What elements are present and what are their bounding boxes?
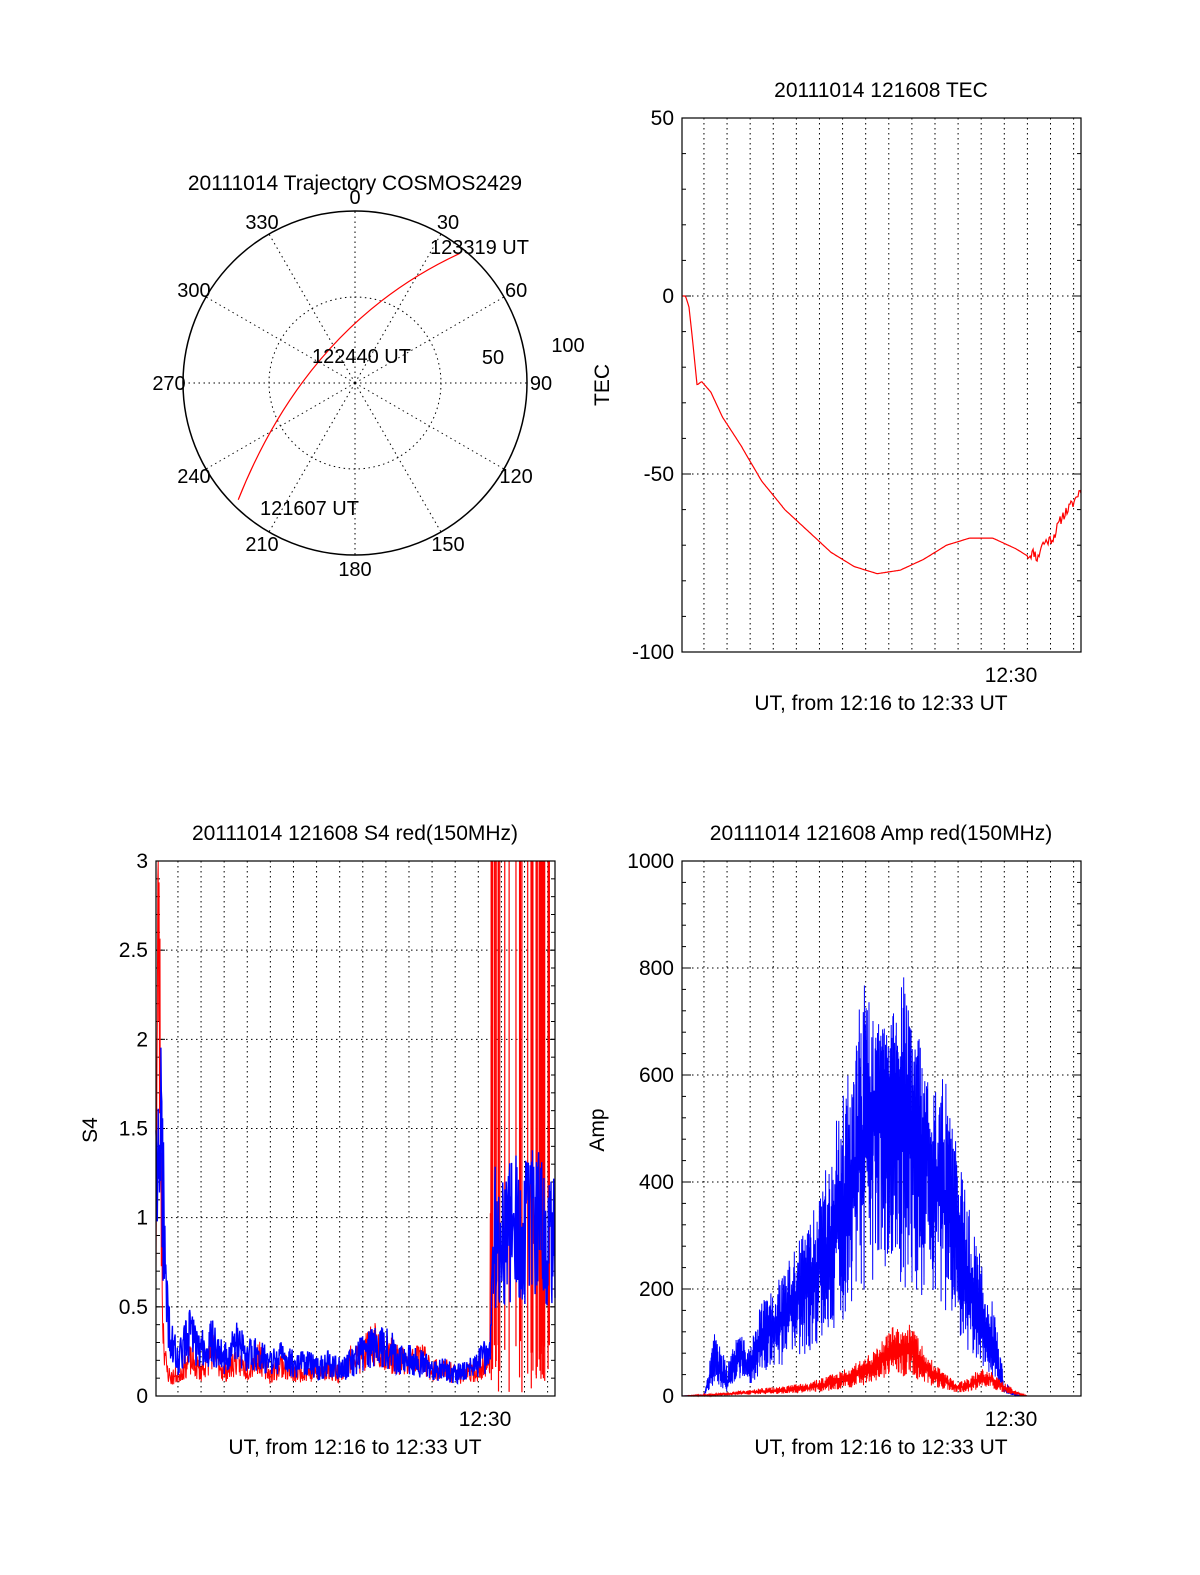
polar-radial-label-100: 100 (551, 335, 584, 357)
amp-red-series-line (682, 1324, 1081, 1398)
tec-series-line (682, 295, 1082, 575)
tec-x-axis-label: UT, from 12:16 to 12:33 UT (754, 692, 1007, 715)
s4-plot: 20111014 121608 S4 red(150MHz) 0 0.5 1 1.5 2… (79, 822, 556, 1459)
amp-y-axis-label: Amp (586, 1108, 609, 1151)
polar-angle-label: 300 (177, 280, 210, 302)
s4-blue-series-line (155, 1047, 556, 1385)
polar-angle-label: 330 (245, 212, 278, 234)
amp-x-axis-label: UT, from 12:16 to 12:33 UT (754, 1436, 1007, 1459)
polar-spoke (205, 382, 356, 470)
polar-title: 20111014 Trajectory COSMOS2429 (188, 172, 522, 195)
polar-angle-label: 150 (431, 534, 464, 556)
y-tick-label: 400 (639, 1171, 674, 1194)
s4-axes-frame (155, 860, 556, 1397)
polar-trajectory-plot: 20111014 Trajectory COSMOS2429 0 30 60 90 12… (152, 172, 584, 581)
y-tick-label: 800 (639, 957, 674, 980)
y-tick-label: 200 (639, 1278, 674, 1301)
s4-y-axis-label: S4 (79, 1117, 102, 1143)
polar-spoke (354, 233, 442, 384)
polar-angle-label: 90 (530, 373, 552, 395)
polar-spoke (268, 382, 356, 533)
y-tick-label: 2 (136, 1028, 148, 1051)
amp-title: 20111014 121608 Amp red(150MHz) (710, 822, 1052, 845)
trajectory-mid-time: 122440 UT (312, 346, 411, 368)
polar-angle-label: 0 (349, 187, 360, 209)
polar-grid (183, 211, 527, 555)
tec-x-tick-label: 12:30 (985, 664, 1038, 687)
y-tick-label: -100 (632, 641, 674, 664)
trajectory-start-time: 121607 UT (260, 498, 359, 520)
polar-spoke (354, 296, 505, 384)
trajectory-line (237, 252, 461, 500)
s4-x-axis-label: UT, from 12:16 to 12:33 UT (228, 1436, 481, 1459)
polar-angle-label: 240 (177, 466, 210, 488)
amp-plot: 20111014 121608 Amp red(150MHz) 0 200 400 6… (586, 822, 1082, 1459)
polar-angle-label: 210 (245, 534, 278, 556)
y-tick-label: 3 (136, 850, 148, 873)
tec-title: 20111014 121608 TEC (774, 79, 988, 102)
y-tick-label: 0 (662, 1385, 674, 1408)
s4-red-series-line (155, 860, 493, 1385)
polar-angle-label: 30 (437, 212, 459, 234)
y-tick-label: 1.5 (119, 1118, 148, 1141)
polar-angle-label: 180 (338, 559, 371, 581)
s4-data (155, 860, 556, 1393)
polar-spoke (354, 382, 505, 470)
y-tick-label: -50 (644, 463, 674, 486)
tec-y-axis-label: TEC (591, 364, 614, 406)
polar-angle-label: 120 (499, 466, 532, 488)
s4-x-tick-label: 12:30 (459, 1408, 512, 1431)
amp-axes-frame (681, 860, 1082, 1397)
s4-y-tick-labels: 0 0.5 1 1.5 2 2.5 3 (119, 850, 148, 1408)
y-tick-label: 1000 (627, 850, 674, 873)
tec-data (682, 295, 1082, 575)
y-tick-label: 600 (639, 1064, 674, 1087)
tec-grid (682, 118, 1081, 652)
amp-ticks (682, 860, 1081, 1397)
polar-spoke (268, 233, 356, 384)
amp-y-tick-labels: 0 200 400 600 800 1000 (627, 850, 674, 1408)
tec-plot: 20111014 121608 TEC -100 -50 0 50 12:30 UT,… (591, 79, 1082, 715)
y-tick-label: 0.5 (119, 1296, 148, 1319)
polar-angle-labels: 0 30 60 90 120 150 180 210 240 270 300 330 (152, 187, 552, 581)
polar-angle-label: 270 (152, 373, 185, 395)
tec-ticks (682, 117, 1081, 653)
y-tick-label: 50 (651, 107, 674, 130)
y-tick-label: 0 (136, 1385, 148, 1408)
y-tick-label: 2.5 (119, 939, 148, 962)
trajectory-end-time: 123319 UT (430, 237, 529, 259)
polar-outer-circle (182, 210, 528, 556)
y-tick-label: 0 (662, 285, 674, 308)
polar-spoke (354, 382, 442, 533)
y-tick-label: 1 (136, 1207, 148, 1230)
amp-data (682, 977, 1081, 1398)
polar-angle-label: 60 (505, 280, 527, 302)
polar-radial-label-50: 50 (482, 347, 504, 369)
amp-x-tick-label: 12:30 (985, 1408, 1038, 1431)
tec-y-tick-labels: -100 -50 0 50 (632, 107, 674, 664)
s4-title: 20111014 121608 S4 red(150MHz) (192, 822, 518, 845)
tec-axes-frame (681, 117, 1082, 653)
polar-spoke (205, 296, 356, 384)
amp-blue-series-line (682, 977, 1081, 1397)
